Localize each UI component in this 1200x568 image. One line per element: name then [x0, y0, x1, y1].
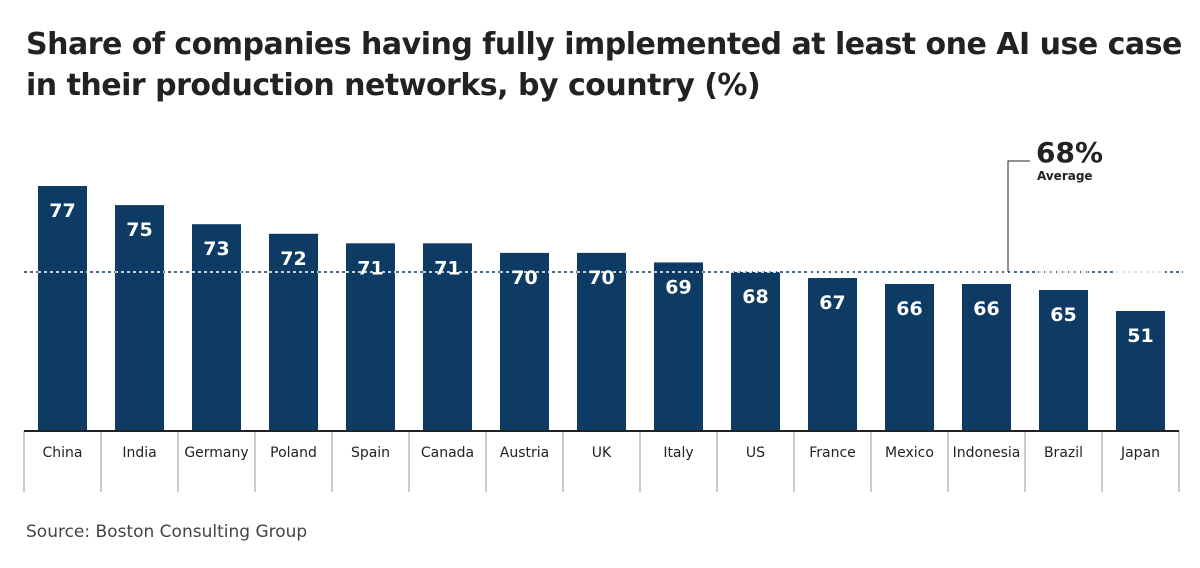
category-label: Italy	[663, 445, 693, 461]
bar-france	[808, 278, 857, 431]
category-label: Brazil	[1044, 445, 1083, 461]
category-label: Indonesia	[953, 445, 1021, 461]
data-label: 70	[511, 267, 537, 289]
category-label: China	[43, 445, 83, 461]
average-callout-line	[1007, 160, 1030, 272]
bar-austria	[500, 252, 549, 431]
category-label: Poland	[270, 445, 317, 461]
category-label: US	[746, 445, 765, 461]
bar-italy	[654, 262, 703, 431]
bar-india	[115, 205, 164, 431]
average-value-label: 68%	[1036, 136, 1103, 169]
bar-us	[731, 272, 780, 431]
data-label: 69	[665, 276, 691, 298]
average-label: Average	[1037, 169, 1093, 183]
bar-uk	[577, 252, 626, 431]
bar-brazil	[1039, 290, 1088, 431]
source-note: Source: Boston Consulting Group	[26, 522, 308, 542]
category-label: Canada	[421, 445, 474, 461]
chart-title: Share of companies having fully implemen…	[26, 27, 1182, 103]
category-label: Spain	[351, 445, 390, 461]
data-label: 66	[973, 298, 999, 320]
data-label: 67	[819, 292, 845, 314]
bar-indonesia	[962, 284, 1011, 431]
data-label: 71	[357, 257, 383, 279]
bar-china	[38, 186, 87, 431]
bar-germany	[192, 224, 241, 431]
data-label: 72	[280, 248, 306, 270]
category-label: Mexico	[885, 445, 934, 461]
data-label: 65	[1050, 304, 1076, 326]
category-label: UK	[592, 445, 612, 461]
bar-mexico	[885, 284, 934, 431]
category-label: France	[809, 445, 856, 461]
category-label: India	[122, 445, 156, 461]
category-label: Austria	[500, 445, 549, 461]
bar-canada	[423, 243, 472, 431]
bar-spain	[346, 243, 395, 431]
data-label: 70	[588, 267, 614, 289]
data-label: 51	[1127, 325, 1153, 347]
bar-japan	[1116, 311, 1165, 431]
data-label: 66	[896, 298, 922, 320]
category-label: Germany	[184, 445, 248, 461]
data-label: 75	[126, 219, 152, 241]
data-label: 77	[49, 200, 75, 222]
data-label: 73	[203, 238, 229, 260]
bar-poland	[269, 233, 318, 431]
data-label: 68	[742, 286, 768, 308]
category-label: Japan	[1120, 445, 1160, 461]
data-label: 71	[434, 257, 460, 279]
